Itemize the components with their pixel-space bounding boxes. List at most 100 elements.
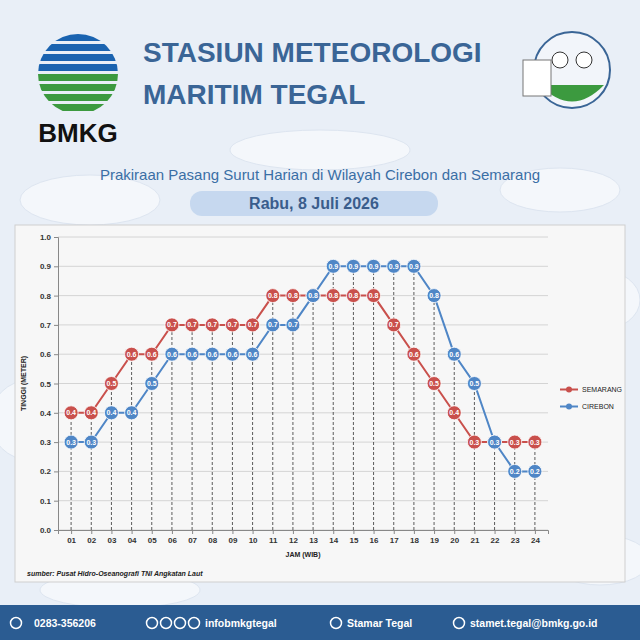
footer-icon [11, 618, 22, 629]
logo-stripe [38, 44, 118, 51]
drop-lines [71, 266, 535, 530]
y-axis-line [54, 238, 59, 531]
data-label: 0.4 [449, 409, 459, 416]
marker [266, 289, 280, 303]
footer-icon [175, 618, 186, 629]
marker [125, 347, 139, 361]
grid-line [58, 500, 548, 501]
x-tick: 10 [249, 530, 258, 545]
legend-label: SEMARANG [582, 386, 622, 393]
footer-contact: 0283-356206 [34, 617, 96, 629]
x-axis: 0102030405060708091011121314151617181920… [59, 530, 549, 545]
x-tick-label: 01 [67, 536, 76, 545]
x-tick-label: 23 [511, 536, 520, 545]
marker [205, 347, 219, 361]
background [0, 0, 640, 640]
legend-label: CIREBON [582, 403, 614, 410]
drop-line [454, 354, 455, 530]
drop-line [393, 266, 394, 530]
mascot-part [576, 52, 592, 68]
data-label: 0.8 [349, 292, 359, 299]
data-label: 0.9 [369, 263, 379, 270]
x-tick-label: 11 [269, 536, 278, 545]
data-label: 0.3 [530, 439, 540, 446]
x-tick: 22 [491, 530, 500, 545]
marker [185, 318, 199, 332]
x-tick-mark [71, 530, 72, 534]
y-tick-label: 0.1 [40, 497, 52, 506]
marker [467, 435, 481, 449]
x-tick-mark [212, 530, 213, 534]
x-tick: 06 [168, 530, 177, 545]
x-tick: 23 [511, 530, 520, 545]
data-label: 0.4 [107, 409, 117, 416]
marker [447, 347, 461, 361]
x-axis-title: JAM (WIB) [286, 551, 321, 559]
data-label: 0.7 [288, 321, 298, 328]
marker [326, 259, 340, 273]
marker [488, 435, 502, 449]
markers [64, 259, 542, 478]
x-tick: 13 [309, 530, 318, 545]
x-axis-line [59, 531, 549, 535]
y-tick-mark [54, 442, 58, 443]
y-axis-title: TINGGI (METER) [20, 356, 28, 411]
mascot-part [523, 60, 551, 96]
x-tick-mark [253, 530, 254, 534]
mascot [523, 32, 610, 108]
data-label: 0.6 [449, 351, 459, 358]
data-label: 0.8 [328, 292, 338, 299]
marker [306, 289, 320, 303]
x-tick: 02 [87, 530, 96, 545]
x-tick-label: 03 [107, 536, 116, 545]
x-tick-label: 09 [228, 536, 237, 545]
x-tick-mark [374, 530, 375, 534]
x-tick: 15 [349, 530, 358, 545]
x-tick: 21 [470, 530, 479, 545]
marker [528, 464, 542, 478]
data-label: 0.7 [167, 321, 177, 328]
marker [64, 406, 78, 420]
footer-icon [147, 618, 158, 629]
marker [104, 406, 118, 420]
y-tick-mark [54, 413, 58, 414]
y-tick-mark [54, 471, 58, 472]
x-tick-label: 14 [329, 536, 338, 545]
x-tick-label: 10 [249, 536, 258, 545]
x-tick: 05 [148, 530, 157, 545]
data-label: 0.5 [470, 380, 480, 387]
data-label: 0.6 [228, 351, 238, 358]
drop-line [91, 413, 92, 530]
page: BMKGSTASIUN METEOROLOGIMARITIM TEGALPrak… [0, 0, 640, 640]
grid-line [58, 237, 548, 238]
x-tick-mark [192, 530, 193, 534]
data-label: 0.7 [248, 321, 258, 328]
data-label: 0.3 [86, 439, 96, 446]
data-label: 0.4 [66, 409, 76, 416]
series-line [71, 266, 535, 471]
footer-icon [454, 618, 465, 629]
data-label: 0.6 [167, 351, 177, 358]
x-tick-label: 07 [188, 536, 197, 545]
data-label: 0.8 [429, 292, 439, 299]
marker [145, 347, 159, 361]
logo-stripe [38, 84, 118, 91]
data-label: 0.3 [470, 439, 480, 446]
x-tick-mark [293, 530, 294, 534]
x-tick: 19 [430, 530, 439, 545]
x-tick: 24 [531, 530, 540, 545]
data-label: 0.8 [268, 292, 278, 299]
data-label: 0.7 [187, 321, 197, 328]
drop-line [313, 296, 314, 530]
y-tick: 1.0 [40, 233, 58, 242]
y-tick: 0.2 [40, 467, 58, 476]
data-label: 0.2 [510, 468, 520, 475]
y-tick-mark [54, 530, 58, 531]
marker [165, 347, 179, 361]
marker [306, 289, 320, 303]
footer-icon [189, 618, 200, 629]
data-label: 0.3 [66, 439, 76, 446]
x-tick-label: 19 [430, 536, 439, 545]
chart-panel [15, 225, 625, 582]
x-tick-mark [333, 530, 334, 534]
